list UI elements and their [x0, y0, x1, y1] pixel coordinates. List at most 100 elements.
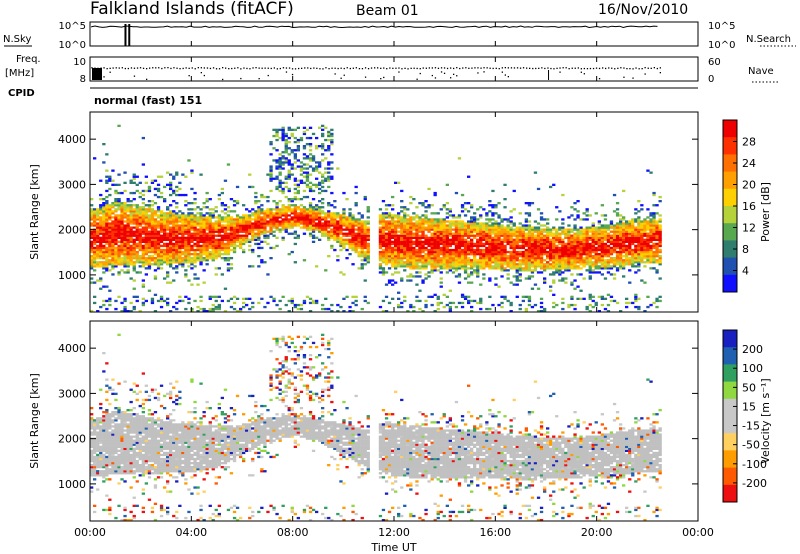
power-cell — [324, 230, 328, 233]
power-cell — [476, 250, 480, 254]
power-cell — [208, 307, 212, 311]
power-cell — [509, 222, 513, 225]
power-cell — [290, 165, 294, 168]
power-cell — [93, 295, 97, 298]
power-cell — [506, 220, 510, 223]
power-cell — [394, 224, 398, 227]
power-cell — [150, 181, 155, 184]
power-cell — [202, 253, 206, 256]
power-cell — [117, 224, 121, 227]
power-cell — [594, 240, 598, 243]
power-cell — [570, 259, 574, 262]
power-cell — [470, 228, 474, 231]
power-cell — [609, 236, 614, 239]
power-cell — [239, 228, 243, 231]
power-cell — [448, 250, 452, 254]
power-cell — [473, 228, 477, 231]
power-cell — [117, 255, 121, 258]
power-cell — [412, 265, 416, 268]
power-cell — [527, 234, 532, 237]
power-cell — [397, 216, 401, 219]
power-cell — [524, 250, 528, 254]
freq-point — [383, 67, 385, 69]
power-cell — [232, 204, 237, 207]
power-cell — [543, 250, 547, 254]
power-cell — [184, 224, 188, 227]
power-cell — [539, 216, 544, 219]
power-cell — [342, 218, 346, 221]
freq-point — [504, 67, 506, 69]
power-cell — [102, 240, 106, 243]
power-cell — [135, 216, 139, 219]
freq-point — [319, 68, 321, 70]
power-cell — [533, 261, 538, 264]
power-cell — [387, 267, 392, 270]
power-cell — [327, 177, 331, 180]
power-cell — [564, 281, 568, 284]
power-cell — [436, 255, 440, 258]
power-cell — [321, 143, 325, 146]
power-cell — [232, 230, 237, 233]
power-cell — [296, 208, 300, 211]
power-cell — [296, 165, 300, 168]
power-cell — [579, 267, 583, 270]
power-cell — [518, 234, 522, 237]
power-cell — [433, 212, 437, 215]
power-cell — [436, 218, 440, 221]
power-cell — [293, 236, 297, 239]
power-cell — [448, 244, 452, 248]
power-cell — [263, 210, 267, 213]
power-cell — [600, 230, 604, 233]
power-cell — [305, 155, 310, 158]
power-cell — [132, 265, 136, 268]
power-cell — [436, 232, 440, 235]
freq-point — [614, 68, 616, 70]
power-cell — [163, 232, 167, 235]
power-cell — [494, 257, 498, 260]
freq-point — [206, 67, 209, 69]
power-cell — [512, 240, 516, 243]
power-cell — [126, 204, 130, 207]
power-cell — [281, 189, 285, 193]
power-cell — [442, 255, 446, 258]
power-cell — [509, 240, 513, 243]
power-cell — [436, 303, 440, 307]
power-cell — [90, 242, 94, 246]
power-cell — [296, 206, 300, 209]
power-cell — [512, 255, 516, 258]
nsearch-tick-bottom: 10^0 — [708, 40, 735, 51]
power-cell — [612, 257, 617, 260]
power-cell — [108, 259, 112, 262]
power-cell — [96, 226, 100, 229]
power-cell — [269, 167, 273, 170]
power-cell — [536, 242, 541, 246]
power-cell — [500, 263, 504, 266]
power-cell — [318, 187, 322, 191]
power-cell — [105, 263, 109, 266]
power-cell — [147, 206, 152, 209]
power-cell — [558, 261, 562, 264]
power-cell — [506, 273, 510, 276]
power-cell — [354, 240, 358, 243]
power-cell — [567, 255, 571, 258]
power-cell — [108, 187, 112, 191]
power-cell — [436, 257, 440, 260]
power-cell — [321, 153, 325, 156]
power-cell — [93, 255, 97, 258]
power-cell — [460, 255, 465, 258]
power-cell — [111, 224, 115, 227]
freq-point — [340, 67, 342, 69]
power-cell — [506, 261, 510, 264]
power-cell — [467, 202, 471, 205]
power-cell — [159, 305, 164, 309]
power-cell — [153, 212, 158, 215]
power-cell — [275, 134, 279, 138]
power-cell — [512, 253, 516, 256]
power-cell — [348, 216, 352, 219]
power-cell — [272, 147, 276, 150]
power-cell — [166, 255, 170, 258]
power-cell — [205, 253, 209, 256]
power-cell — [175, 171, 179, 174]
power-cell — [415, 220, 419, 223]
power-cell — [339, 236, 343, 239]
